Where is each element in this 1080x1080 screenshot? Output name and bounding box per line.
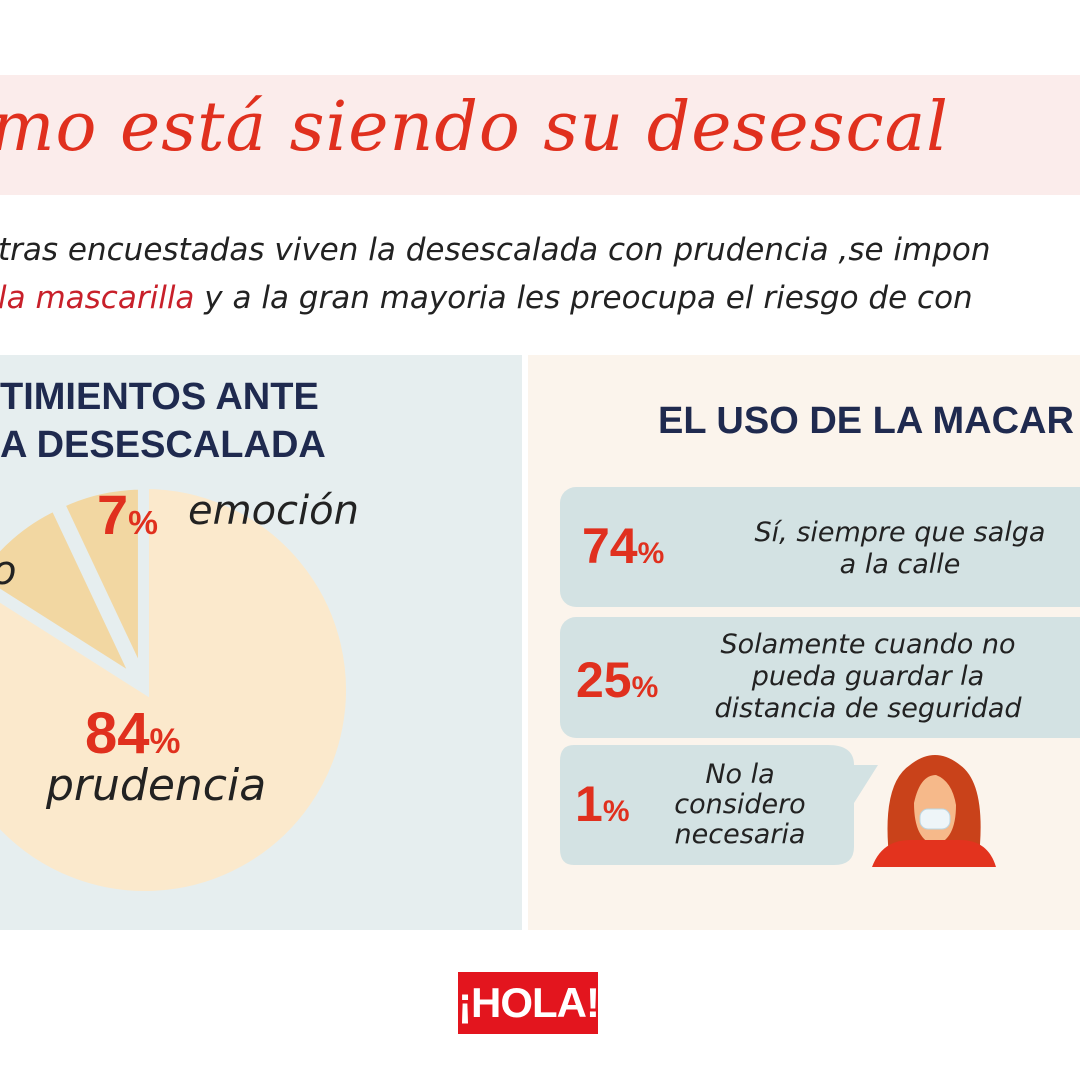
sentiments-heading-1: TIMIENTOS ANTE	[0, 376, 319, 418]
mask-item-not-needed-bubble	[560, 745, 878, 865]
mask-item-text: Solamente cuando no pueda guardar la dista…	[714, 629, 1022, 724]
sentiments-heading-2: A DESESCALADA	[0, 424, 326, 466]
pie-slice-emoción	[55, 481, 146, 679]
emocion-value: 7%	[97, 483, 159, 546]
prudencia-value: 84%	[85, 701, 181, 766]
page-title: mo está siendo su desescal	[0, 88, 949, 167]
subtitle-rest: y a la gran mayoria les preocupa el ries…	[194, 280, 973, 316]
mask-usage-heading: EL USO DE LA MACAR	[658, 400, 1074, 442]
prudencia-label: prudencia	[46, 760, 267, 811]
mask-item-distance: 25% Solamente cuando no pueda guardar la d…	[560, 617, 1080, 738]
mask-item-text: Sí, siempre que salga a la calle	[754, 517, 1046, 580]
emocion-label: emoción	[188, 488, 359, 534]
sentiment-pie-chart	[0, 480, 354, 899]
mask-item-not-needed-value: 1%	[575, 776, 630, 832]
title-band	[0, 75, 1080, 195]
woman-with-mask-illustration	[872, 755, 996, 867]
hola-logo: ¡HOLA!	[458, 972, 600, 1034]
subtitle-line-1: tras encuestadas viven la desescalada co…	[0, 232, 991, 268]
mask-item-always: 74% Sí, siempre que salga a la calle	[560, 487, 1080, 607]
mask-item-value: 74%	[582, 518, 665, 574]
pie-slice-o	[0, 501, 146, 691]
pie-slice-prudencia	[0, 480, 354, 899]
third-slice-label: o	[0, 548, 16, 594]
mask-item-value: 25%	[576, 652, 659, 708]
mask-item-not-needed-text: No la considero necesaria	[674, 759, 806, 850]
subtitle-highlight: la mascarilla	[0, 280, 195, 316]
subtitle-line-2: la mascarilla y a la gran mayoria les pr…	[0, 280, 973, 316]
